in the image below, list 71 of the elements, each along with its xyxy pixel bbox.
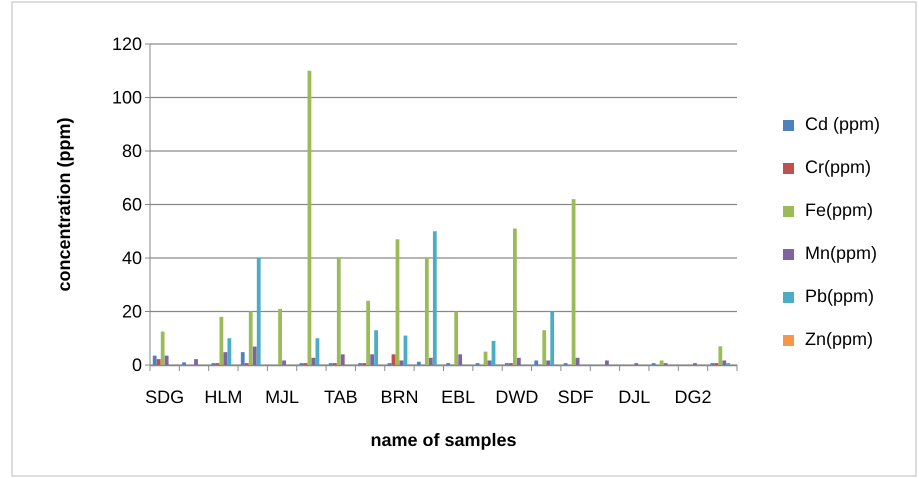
x-tick-label: SDF (558, 387, 594, 407)
bar (424, 258, 429, 365)
y-tick-label: 40 (122, 248, 142, 268)
bar (316, 338, 320, 365)
bar (432, 231, 437, 365)
x-tick-label: SDG (145, 387, 184, 407)
bar (492, 340, 496, 365)
x-tick-label: BRN (380, 387, 418, 407)
x-axis-title: name of samples (370, 430, 517, 450)
bar (336, 258, 341, 365)
bar (312, 358, 316, 365)
x-tick-label: TAB (324, 387, 358, 407)
bar (404, 336, 408, 365)
bar (370, 354, 374, 365)
bar (454, 312, 458, 365)
bar (252, 346, 257, 365)
bar (227, 338, 232, 365)
legend-label: Pb(ppm) (805, 286, 874, 306)
bar (374, 330, 378, 365)
bar (512, 228, 517, 365)
y-tick-label: 120 (112, 34, 142, 54)
bar (278, 308, 282, 365)
y-tick-label: 20 (122, 301, 142, 322)
bar (400, 360, 404, 365)
bar (219, 316, 224, 365)
bar (194, 359, 198, 365)
bar (722, 360, 726, 365)
y-tick-label: 100 (112, 87, 142, 108)
y-tick-label: 0 (132, 354, 142, 375)
x-tick-label: MJL (265, 387, 300, 407)
legend-label: Cr(ppm) (805, 157, 871, 177)
bar (396, 239, 400, 365)
bar (534, 360, 538, 365)
bar (488, 360, 492, 365)
y-tick-label: 60 (122, 194, 142, 214)
bar (576, 358, 580, 365)
legend-label: Zn(ppm) (805, 329, 874, 349)
bar (546, 360, 550, 365)
bar (605, 360, 609, 365)
x-tick-label: DJL (618, 387, 650, 407)
bar (392, 354, 396, 365)
x-tick-label: EBL (441, 387, 476, 407)
bar (660, 360, 664, 365)
bar (718, 346, 722, 365)
bar (458, 354, 462, 365)
bar (572, 199, 576, 365)
bar (340, 354, 345, 365)
x-tick-label: HLM (204, 387, 242, 407)
bar (308, 70, 312, 365)
bar (256, 258, 261, 365)
bar (282, 360, 286, 365)
bar (248, 312, 253, 365)
bar (164, 356, 169, 365)
bar (182, 362, 186, 365)
bar (484, 352, 488, 365)
y-tick-label: 80 (122, 140, 142, 161)
bar (542, 330, 546, 365)
bar (152, 356, 157, 365)
bar (366, 300, 370, 365)
legend-label: Mn(ppm) (805, 243, 878, 263)
legend-label: Fe(ppm) (805, 200, 874, 220)
bar (156, 359, 161, 365)
bar (223, 352, 228, 365)
bar (550, 312, 554, 365)
x-tick-label: DG2 (674, 387, 712, 407)
legend-label: Cd (ppm) (805, 114, 880, 134)
bar (516, 358, 521, 365)
y-axis-title: concentration (ppm) (54, 117, 74, 292)
bar (160, 332, 165, 365)
x-tick-label: DWD (495, 387, 538, 407)
bar (240, 352, 245, 365)
